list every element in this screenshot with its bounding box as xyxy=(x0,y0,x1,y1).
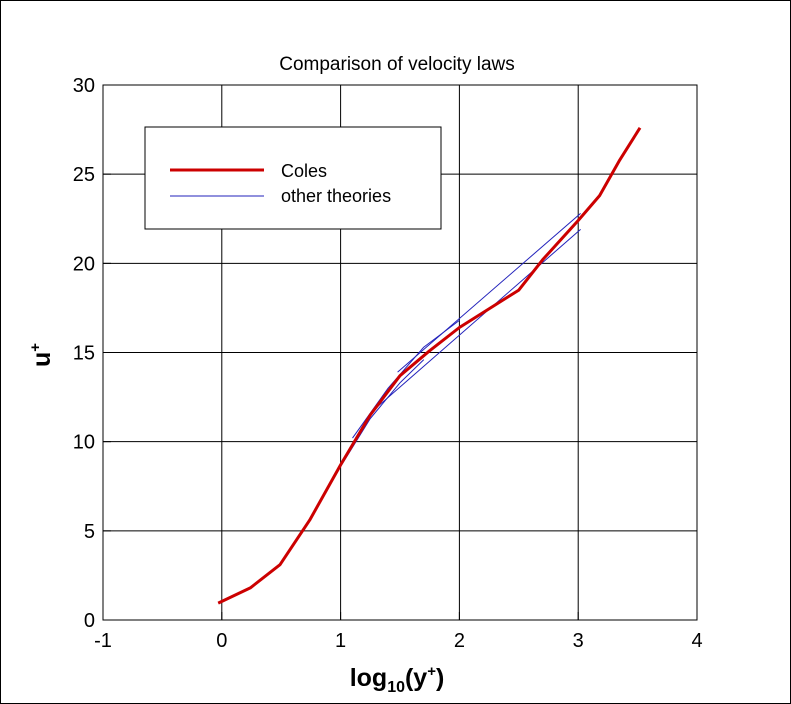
chart-title: Comparison of velocity laws xyxy=(279,54,514,75)
legend-label-coles: Coles xyxy=(281,161,327,181)
legend-box xyxy=(144,126,442,230)
x-tick-label: 0 xyxy=(216,630,227,652)
series-line-other-theories xyxy=(375,229,581,409)
x-tick-label: 4 xyxy=(691,630,702,652)
x-tick-label: 3 xyxy=(573,630,584,652)
y-tick-label: 5 xyxy=(84,521,95,543)
x-tick-label: 1 xyxy=(335,630,346,652)
y-tick-label: 10 xyxy=(73,432,95,454)
x-axis-label: log10(y+) xyxy=(350,663,445,696)
y-tick-label: 25 xyxy=(73,164,95,186)
series-line-coles xyxy=(217,127,642,605)
series-line-other-theories xyxy=(397,213,581,373)
x-tick-label: -1 xyxy=(94,630,112,652)
y-axis-label: u+ xyxy=(27,343,56,367)
y-tick-label: 15 xyxy=(73,343,95,365)
y-tick-label: 30 xyxy=(73,75,95,97)
x-tick-label: 2 xyxy=(454,630,465,652)
legend: Coles other theories xyxy=(144,126,442,230)
y-tick-label: 0 xyxy=(84,610,95,632)
legend-label-other-theories: other theories xyxy=(281,186,391,206)
series-line-other-theories xyxy=(217,359,425,604)
y-tick-label: 20 xyxy=(73,253,95,275)
